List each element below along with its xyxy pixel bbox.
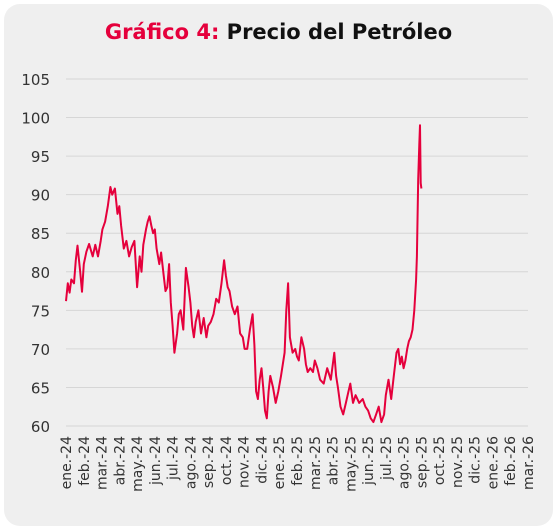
x-tick-label: mar.-26	[521, 436, 537, 490]
y-tick-label: 100	[21, 110, 50, 128]
x-tick-label: ago.-25	[397, 436, 413, 489]
x-tick-label: oct.-24	[219, 436, 235, 485]
chart-title: Gráfico 4: Precio del Petróleo	[0, 20, 557, 44]
chart-card	[4, 4, 553, 526]
chart-title-main: Precio del Petróleo	[226, 20, 453, 44]
x-tick-label: jun.-24	[148, 436, 164, 486]
x-tick-label: nov.-24	[237, 436, 253, 488]
x-tick-label: ago.-24	[183, 436, 199, 489]
x-tick-label: feb.-25	[290, 436, 306, 486]
x-tick-label: may.-24	[130, 436, 146, 492]
x-tick-label: ene.-24	[59, 436, 75, 490]
gridlines	[66, 78, 528, 427]
x-tick-label: sep.-25	[414, 436, 430, 488]
x-tick-label: may.-25	[343, 436, 359, 492]
x-tick-label: jun.-25	[361, 436, 377, 486]
y-tick-label: 95	[31, 148, 50, 166]
x-tick-label: mar.-24	[95, 436, 111, 490]
y-tick-label: 85	[31, 225, 50, 243]
y-tick-label: 90	[31, 187, 50, 205]
x-tick-label: ene.-26	[485, 436, 501, 490]
x-tick-label: jul.-24	[166, 436, 182, 481]
x-tick-label: mar.-25	[308, 436, 324, 490]
y-tick-label: 80	[31, 264, 50, 282]
x-tick-label: feb.-26	[503, 436, 519, 486]
x-tick-label: abr.-24	[112, 436, 128, 485]
y-tick-label: 70	[31, 341, 50, 359]
oil-price-line	[65, 124, 423, 424]
chart-title-prefix: Gráfico 4:	[104, 20, 220, 44]
x-axis-ticks: ene.-24 feb.-24 mar.-24 abr.-24 may.-24 jun.-…	[59, 436, 537, 492]
y-tick-label: 105	[21, 71, 50, 89]
x-tick-label: dic.-25	[468, 436, 484, 484]
y-tick-label: 60	[31, 418, 50, 436]
x-tick-label: dic.-24	[254, 436, 270, 484]
x-tick-label: nov.-25	[450, 436, 466, 488]
x-tick-label: abr.-25	[326, 436, 342, 485]
x-tick-label: sep.-24	[201, 436, 217, 488]
y-axis-ticks: 60 65 70 75 80 85 90 95 100 105	[21, 71, 50, 436]
x-tick-label: ene.-25	[272, 436, 288, 489]
x-tick-label: oct.-25	[432, 436, 448, 485]
x-tick-label: feb.-24	[77, 436, 93, 486]
y-tick-label: 75	[31, 302, 50, 320]
x-tick-label: jul.-25	[379, 436, 395, 481]
y-tick-label: 65	[31, 379, 50, 397]
